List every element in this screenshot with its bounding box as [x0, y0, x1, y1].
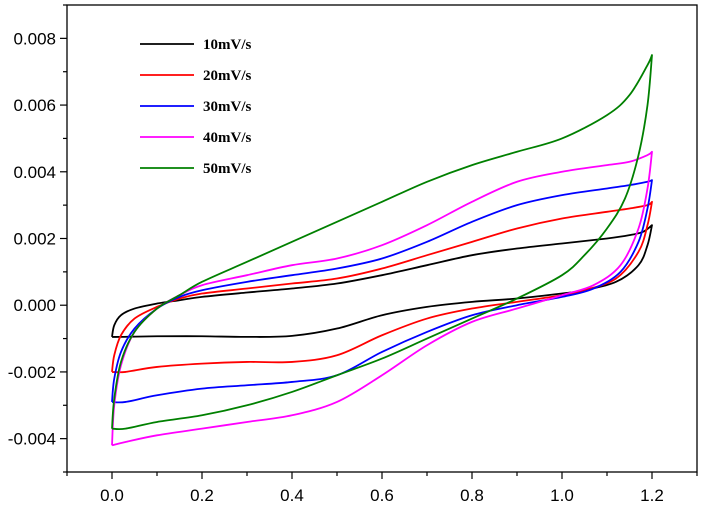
series-line-5	[111, 54, 653, 431]
series-layer	[111, 54, 653, 447]
series-line-4	[111, 150, 653, 447]
x-tick-label: 0.6	[370, 486, 394, 505]
y-tick-label: 0.000	[13, 296, 56, 315]
legend-label-2: 20mV/s	[203, 68, 251, 84]
x-tick-label: 1.2	[640, 486, 664, 505]
y-tick-label: 0.002	[13, 230, 56, 249]
legend-label-1: 10mV/s	[203, 37, 251, 53]
series-line-1	[111, 224, 653, 338]
x-tick-label: 1.0	[550, 486, 574, 505]
x-axis: 0.0 0.2 0.4 0.6 0.8 1.0 1.2	[66, 472, 698, 505]
x-tick-label: 0.2	[190, 486, 214, 505]
series-line-3	[111, 179, 653, 404]
y-tick-label: 0.004	[13, 163, 56, 182]
legend-label-3: 30mV/s	[203, 99, 251, 115]
legend-label-5: 50mV/s	[203, 161, 251, 177]
x-tick-label: 0.4	[280, 486, 304, 505]
y-tick-label: -0.004	[8, 430, 56, 449]
y-tick-label: 0.006	[13, 96, 56, 115]
y-tick-label: -0.002	[8, 363, 56, 382]
y-tick-label: 0.008	[13, 29, 56, 48]
legend: 10mV/s 20mV/s 30mV/s 40mV/s 50mV/s	[140, 37, 251, 177]
legend-label-4: 40mV/s	[203, 130, 251, 146]
y-axis: -0.004 -0.002 0.000 0.002 0.004 0.006 0.008	[8, 4, 67, 473]
x-tick-label: 0.0	[100, 486, 124, 505]
x-tick-label: 0.8	[460, 486, 484, 505]
